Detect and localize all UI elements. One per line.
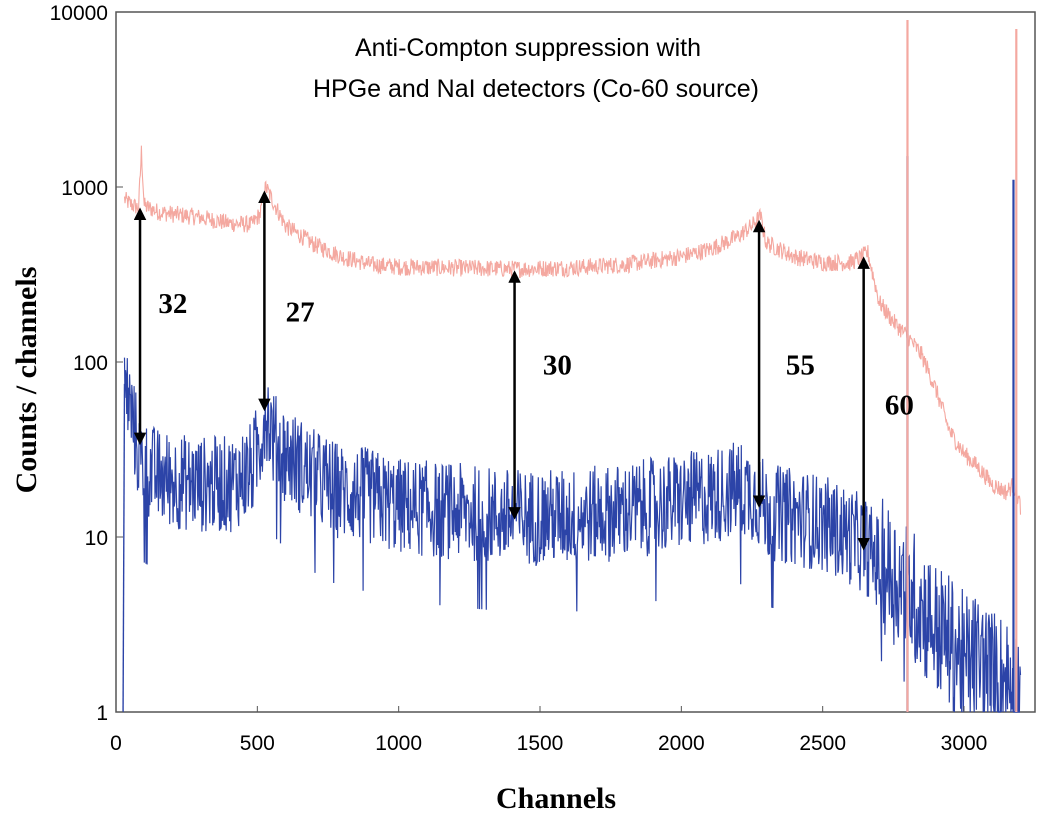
suppressed-edge-line — [122, 383, 126, 713]
chart-title: Anti-Compton suppression with — [355, 34, 701, 62]
x-tick-label: 2500 — [799, 732, 846, 755]
x-axis-label: Channels — [496, 782, 616, 815]
chart-subtitle: HPGe and NaI detectors (Co-60 source) — [313, 75, 759, 103]
ratio-label-27: 27 — [286, 297, 315, 329]
x-tick-label: 1000 — [375, 732, 422, 755]
series-unsuppressed-line — [123, 145, 1022, 515]
y-tick-label: 100 — [73, 352, 108, 375]
x-tick-label: 1500 — [517, 732, 564, 755]
y-tick-label: 10000 — [50, 2, 108, 25]
y-tick-label: 1000 — [61, 177, 108, 200]
series-suppressed-line — [123, 357, 1022, 713]
x-tick-label: 500 — [240, 732, 275, 755]
y-axis-label: Counts / channels — [10, 267, 43, 494]
x-tick-label: 2000 — [658, 732, 705, 755]
x-tick-label: 0 — [110, 732, 122, 755]
ratio-label-55: 55 — [786, 349, 815, 381]
ratio-label-32: 32 — [158, 288, 187, 320]
y-tick-label: 10 — [85, 527, 108, 550]
y-tick-label: 1 — [96, 702, 108, 725]
ratio-label-30: 30 — [543, 349, 572, 381]
x-tick-label: 3000 — [941, 732, 988, 755]
ratio-label-60: 60 — [885, 390, 914, 422]
